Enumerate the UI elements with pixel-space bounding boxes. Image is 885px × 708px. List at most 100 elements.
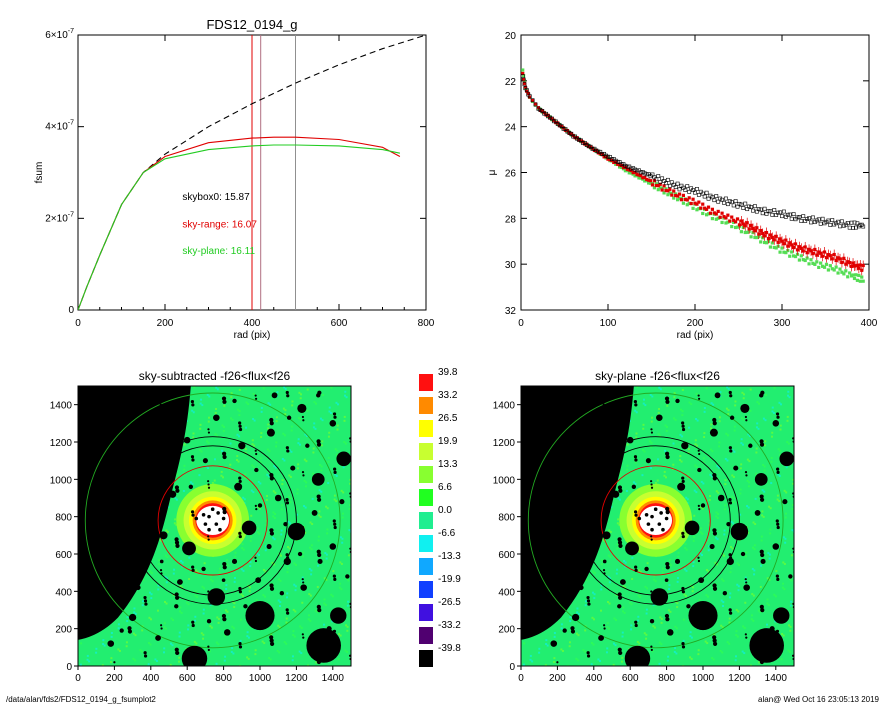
- noise-pixel: [663, 449, 666, 452]
- noise-pixel: [660, 621, 663, 624]
- noise-pixel: [193, 640, 196, 643]
- noise-pixel: [241, 547, 244, 550]
- noise-pixel: [327, 435, 330, 438]
- masked-dot: [698, 452, 701, 456]
- data-point: [687, 189, 692, 194]
- data-point: [540, 109, 545, 113]
- noise-pixel: [291, 400, 294, 403]
- noise-pixel: [181, 540, 184, 543]
- data-point: [854, 273, 858, 277]
- noise-pixel: [668, 588, 671, 591]
- y-tick-label: 200: [498, 625, 515, 636]
- data-point: [838, 267, 842, 271]
- noise-pixel: [238, 388, 241, 391]
- noise-pixel: [768, 578, 771, 581]
- data-point: [861, 224, 866, 229]
- masked-dot: [634, 513, 638, 517]
- noise-pixel: [320, 490, 323, 493]
- masked-star: [317, 558, 323, 565]
- masked-star: [773, 607, 790, 624]
- noise-pixel: [615, 572, 618, 575]
- data-point: [749, 205, 753, 209]
- noise-pixel: [682, 618, 685, 621]
- masked-dot: [221, 396, 227, 401]
- data-point: [637, 176, 641, 180]
- masked-dot: [712, 528, 717, 533]
- noise-pixel: [641, 448, 644, 451]
- noise-pixel: [576, 659, 579, 662]
- noise-pixel: [250, 536, 252, 538]
- masked-dot: [729, 611, 733, 615]
- masked-dot: [316, 497, 322, 502]
- noise-pixel: [690, 657, 693, 660]
- noise-pixel: [260, 432, 263, 435]
- masked-star: [620, 579, 626, 585]
- noise-pixel: [178, 635, 181, 638]
- data-point: [797, 258, 801, 262]
- noise-pixel: [776, 494, 779, 497]
- data-point: [582, 140, 587, 145]
- masked-star: [677, 482, 686, 491]
- masked-dot: [633, 399, 637, 404]
- masked-dot: [712, 635, 717, 640]
- noise-pixel: [347, 579, 350, 582]
- noise-pixel: [261, 640, 264, 643]
- colorbar-swatch: [419, 443, 433, 460]
- noise-pixel: [244, 447, 247, 450]
- data-point: [745, 207, 750, 212]
- data-point: [542, 111, 546, 115]
- data-point: [768, 245, 772, 249]
- masked-dot: [144, 492, 148, 496]
- noise-pixel: [566, 664, 569, 666]
- noise-pixel: [673, 396, 676, 399]
- data-point: [785, 212, 790, 217]
- noise-pixel: [760, 564, 763, 567]
- data-point: [523, 85, 527, 89]
- noise-pixel: [779, 449, 782, 452]
- noise-pixel: [260, 436, 263, 439]
- colorbar-label: 19.9: [438, 436, 458, 447]
- masked-dot: [650, 486, 654, 489]
- data-point: [705, 207, 709, 211]
- masked-dot: [602, 513, 606, 517]
- noise-pixel: [780, 658, 783, 661]
- data-point: [743, 201, 748, 206]
- noise-pixel: [284, 413, 287, 416]
- masked-dot: [113, 661, 116, 664]
- noise-pixel: [630, 603, 633, 606]
- noise-pixel: [348, 503, 351, 506]
- masked-dot: [618, 433, 623, 438]
- masked-star: [243, 604, 248, 609]
- noise-pixel: [267, 427, 270, 430]
- noise-pixel: [716, 538, 719, 541]
- x-tick-label: 400: [861, 318, 878, 329]
- noise-pixel: [216, 388, 219, 391]
- noise-pixel: [339, 582, 342, 585]
- masked-dot: [586, 488, 590, 493]
- noise-pixel: [207, 467, 209, 469]
- x-tick-label: 0: [75, 318, 81, 329]
- masked-star: [241, 520, 257, 536]
- masked-dot: [712, 586, 718, 591]
- noise-pixel: [787, 394, 790, 397]
- masked-dot: [302, 636, 305, 639]
- noise-pixel: [610, 505, 613, 508]
- noise-pixel: [616, 522, 619, 525]
- masked-star: [329, 420, 337, 427]
- noise-pixel: [319, 464, 322, 467]
- masked-dot: [759, 494, 764, 499]
- colorbar-swatch: [419, 535, 433, 552]
- noise-pixel: [631, 556, 634, 559]
- masked-dot: [127, 519, 132, 524]
- data-point: [672, 189, 676, 193]
- noise-pixel: [276, 391, 279, 394]
- noise-pixel: [731, 547, 734, 550]
- data-point: [658, 182, 662, 186]
- noise-pixel: [347, 554, 350, 557]
- y-tick-label: 0: [68, 305, 74, 316]
- noise-pixel: [166, 530, 169, 533]
- data-point: [826, 268, 830, 272]
- masked-dot: [697, 556, 700, 559]
- noise-pixel: [736, 635, 739, 638]
